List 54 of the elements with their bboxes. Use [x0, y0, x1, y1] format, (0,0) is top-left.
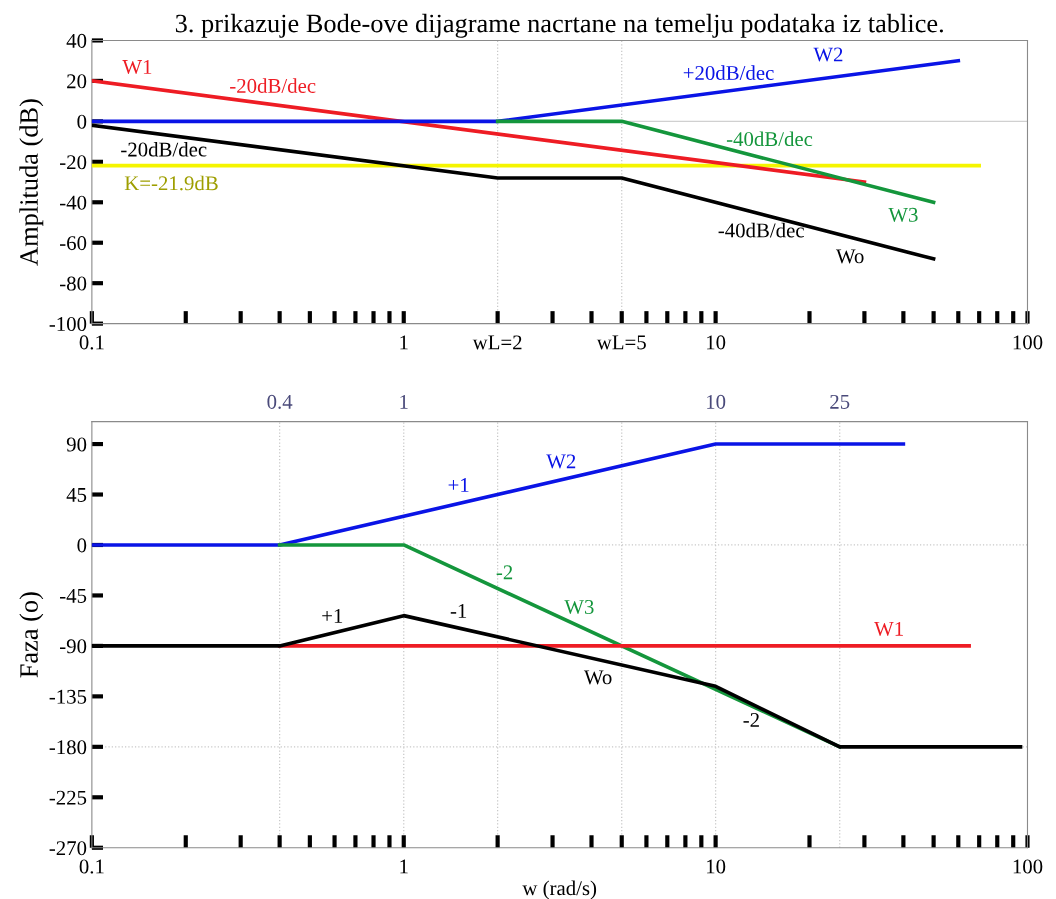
x-axis-title: w (rad/s) [522, 880, 597, 899]
annotation: K=-21.9dB [124, 175, 218, 191]
ref-line-label: 0.4 [267, 394, 293, 409]
annotation: Wo [583, 670, 612, 685]
annotation: W3 [564, 599, 594, 615]
y-tick-label: -225 [49, 790, 87, 805]
x-tick-label: 0.1 [79, 335, 104, 350]
y-tick-label: -270 [49, 841, 87, 856]
ref-line-label: 25 [830, 394, 850, 409]
annotation: W3 [888, 207, 918, 222]
y-tick-label: -80 [60, 276, 87, 291]
annotation: W1 [874, 621, 903, 636]
annotation: Wo [835, 249, 864, 264]
x-tick-label: wL=2 [472, 335, 522, 350]
x-tick-label: 1 [400, 859, 408, 874]
y-tick-label: 0 [77, 538, 87, 553]
annotation: +1 [322, 608, 343, 623]
chart-title: 3. prikazuje Bode-ove dijagrame nacrtane na temelju podataka iz tablice. [175, 13, 943, 38]
y-tick-label: -40 [60, 195, 87, 210]
annotation: -2 [743, 713, 759, 727]
annotation: -40dB/dec [726, 131, 813, 147]
annotation: W1 [122, 59, 152, 75]
x-tick-label: 100 [1013, 335, 1043, 350]
x-tick-label: 10 [707, 335, 726, 350]
y-tick-label: -90 [60, 639, 87, 654]
annotation: W2 [813, 47, 843, 62]
y-tick-label: -45 [60, 588, 87, 603]
y-axis-title: Faza (o) [19, 592, 44, 678]
x-tick-label: wL=5 [596, 335, 646, 350]
annotation: -20dB/dec [230, 78, 316, 93]
ref-line-label: 10 [707, 394, 726, 409]
x-tick-label: 10 [707, 859, 726, 874]
y-tick-label: -100 [49, 317, 87, 332]
ref-line-label: 1 [400, 394, 408, 409]
annotation: -1 [450, 604, 467, 618]
annotation: +1 [448, 478, 469, 492]
y-tick-label: 45 [66, 488, 87, 502]
annotation: -40dB/dec [718, 222, 804, 238]
y-tick-label: -180 [49, 740, 87, 755]
annotation: W2 [546, 454, 576, 469]
y-tick-label: 0 [77, 114, 87, 129]
y-tick-label: 40 [66, 33, 87, 48]
y-tick-label: 90 [66, 437, 87, 452]
y-tick-label: -20 [60, 155, 87, 170]
y-tick-label: -135 [49, 689, 87, 704]
y-tick-label: 20 [67, 74, 87, 89]
x-tick-label: 100 [1013, 859, 1043, 874]
x-tick-label: 0.1 [79, 859, 104, 874]
annotation: -2 [496, 565, 513, 580]
x-tick-label: 1 [400, 335, 408, 350]
annotation: -20dB/dec [121, 141, 207, 157]
annotation: +20dB/dec [683, 65, 774, 80]
y-tick-label: -60 [60, 236, 87, 251]
y-axis-title: Amplituda (dB) [19, 99, 44, 266]
